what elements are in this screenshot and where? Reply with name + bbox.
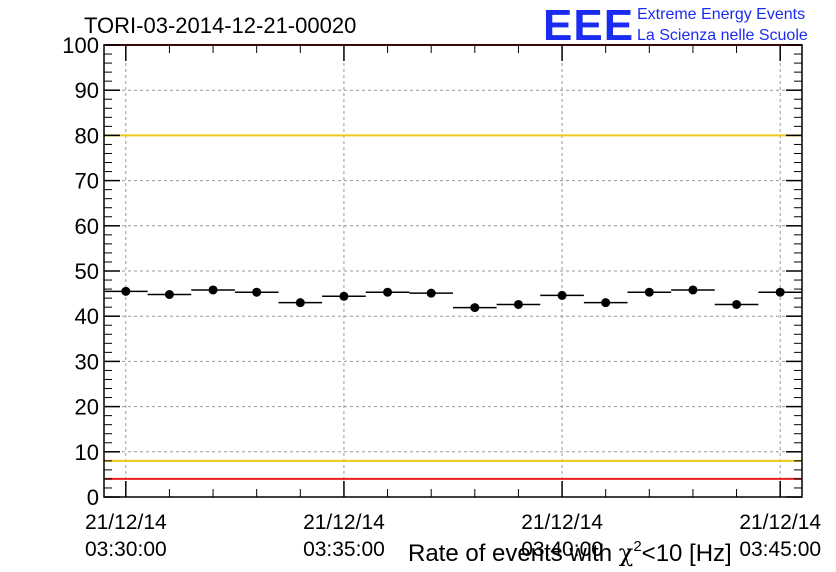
logo-line-2: La Scienza nelle Scuole xyxy=(637,27,808,44)
x-axis-title-sup: 2 xyxy=(633,538,641,555)
x-tick-label-time: 03:45:00 xyxy=(739,538,821,561)
logo-mark: EEE xyxy=(543,1,634,50)
y-tick-label: 100 xyxy=(62,33,99,58)
y-tick-label: 20 xyxy=(75,395,99,420)
grid-lines xyxy=(104,44,802,498)
data-point xyxy=(775,287,785,297)
run-title: TORI-03-2014-12-21-00020 xyxy=(84,13,356,38)
data-point xyxy=(470,303,480,313)
x-axis-title-prefix: Rate of events with xyxy=(408,540,619,567)
y-tick-label: 30 xyxy=(75,349,99,374)
x-tick-label-date: 21/12/14 xyxy=(739,511,821,534)
y-tick-label: 0 xyxy=(87,485,99,510)
x-tick-label-time: 03:30:00 xyxy=(85,538,167,561)
data-point xyxy=(688,285,698,295)
x-tick-label-date: 21/12/14 xyxy=(303,511,385,534)
y-tick-labels: 0 10 20 30 40 50 60 70 80 90 100 xyxy=(62,33,99,510)
data-point xyxy=(339,291,349,301)
data-point xyxy=(513,299,523,309)
data-point xyxy=(121,286,131,296)
y-tick-label: 50 xyxy=(75,259,99,284)
data-point xyxy=(208,285,218,295)
y-tick-label: 70 xyxy=(75,169,99,194)
data-point xyxy=(383,287,393,297)
data-point xyxy=(164,290,174,300)
x-tick-label-date: 21/12/14 xyxy=(85,511,167,534)
data-point xyxy=(601,298,611,308)
y-tick-label: 90 xyxy=(75,78,99,103)
data-point xyxy=(557,290,567,300)
x-tick-labels: 21/12/14 03:30:00 21/12/14 03:35:00 21/12/14… xyxy=(85,511,821,561)
x-axis-title: Rate of events with χ2<10 [Hz] xyxy=(408,538,732,567)
x-axis-title-suffix: <10 [Hz] xyxy=(642,540,732,567)
eee-logo: EEE Extreme Energy Events La Scienza nel… xyxy=(543,1,808,50)
data-point xyxy=(644,287,654,297)
data-point xyxy=(426,288,436,298)
data-point xyxy=(252,287,262,297)
reference-lines xyxy=(104,44,802,480)
y-tick-label: 40 xyxy=(75,304,99,329)
axis-ticks xyxy=(104,44,802,498)
x-axis-title-symbol: χ xyxy=(619,539,634,567)
x-tick-label-time: 03:40:00 xyxy=(521,538,603,561)
data-point xyxy=(295,298,305,308)
logo-line-1: Extreme Energy Events xyxy=(637,6,805,23)
y-tick-label: 60 xyxy=(75,214,99,239)
y-tick-label: 10 xyxy=(75,440,99,465)
x-tick-label-time: 03:35:00 xyxy=(303,538,385,561)
x-tick-label-date: 21/12/14 xyxy=(521,511,603,534)
data-series xyxy=(104,285,802,313)
data-point xyxy=(732,299,742,309)
y-tick-label: 80 xyxy=(75,123,99,148)
